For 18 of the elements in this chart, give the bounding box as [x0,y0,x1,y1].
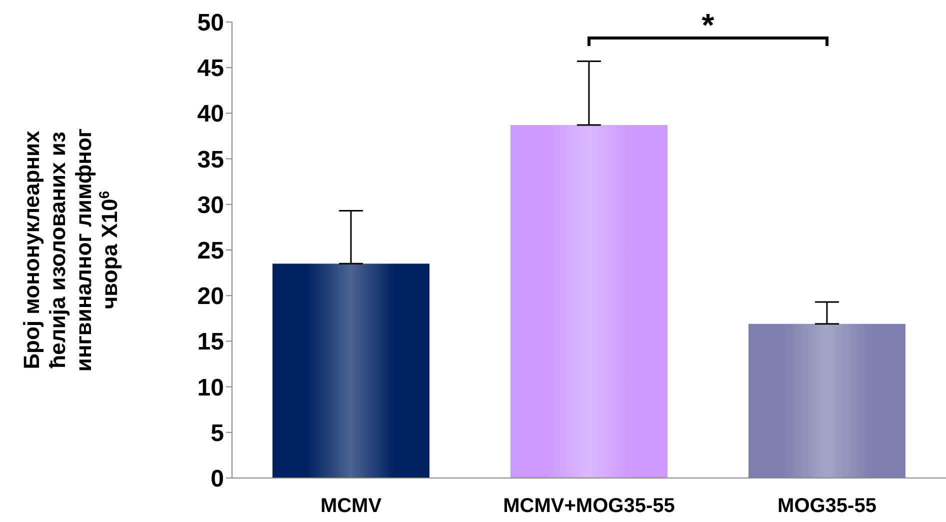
x-tick-label: MCMV+MOG35-55 [503,495,675,518]
bar [748,324,906,478]
x-tick-label: MCMV [320,495,382,518]
bar [272,264,430,478]
y-tick-label: 0 [210,466,224,493]
y-tick-label: 40 [197,100,224,128]
y-tick-label: 15 [197,328,224,356]
y-tick-label: 5 [210,420,224,447]
y-tick-label: 45 [197,55,224,82]
y-tick-label: 20 [197,283,224,310]
x-tick-label: MOG35-55 [778,495,876,518]
y-tick-label: 35 [197,146,224,174]
y-tick-label: 25 [197,238,224,265]
y-tick-label: 30 [197,192,224,219]
annotation: * [702,7,715,43]
bar [510,125,668,478]
y-tick-label: 50 [197,10,224,37]
y-tick-label: 10 [197,374,224,402]
